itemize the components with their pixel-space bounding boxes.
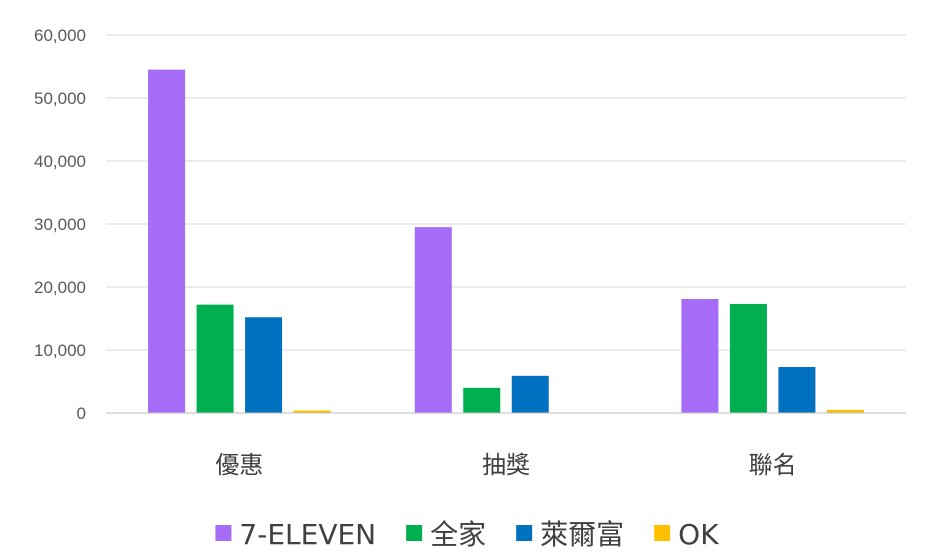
y-axis-tick-labels: 0 10,000 20,000 30,000 40,000 50,000 60,000 [34, 26, 86, 423]
x-category-label: 聯名 [749, 451, 797, 479]
bar-4-3 [826, 409, 864, 413]
bar-1-2 [414, 227, 452, 413]
bar-4-1 [293, 410, 331, 413]
legend-label: OK [678, 518, 719, 551]
bar-2-2 [463, 387, 501, 413]
legend-item: 萊爾富 [516, 518, 624, 551]
legend-swatch [215, 525, 232, 541]
bar-3-1 [245, 317, 283, 413]
legend-label: 7-ELEVEN [239, 518, 376, 551]
legend-swatch [654, 525, 671, 541]
legend-label: 萊爾富 [540, 518, 624, 551]
legend: 7-ELEVEN 全家 萊爾富 OK [215, 518, 719, 551]
y-tick-label: 0 [77, 404, 86, 423]
bar-3-3 [778, 367, 816, 413]
legend-swatch [406, 525, 423, 541]
y-tick-label: 40,000 [34, 152, 86, 171]
gridlines [106, 34, 906, 351]
y-tick-label: 60,000 [34, 26, 86, 45]
legend-label: 全家 [430, 518, 486, 551]
bar-3-2 [511, 375, 549, 413]
legend-item: OK [654, 518, 719, 551]
y-tick-label: 30,000 [34, 215, 86, 234]
bar-2-1 [196, 304, 234, 413]
x-category-label: 優惠 [215, 451, 263, 479]
bars [148, 69, 864, 414]
bar-1-3 [681, 298, 719, 413]
y-tick-label: 50,000 [34, 89, 86, 108]
y-tick-label: 20,000 [34, 278, 86, 297]
x-axis-category-labels: 優惠 抽獎 聯名 [215, 451, 796, 479]
legend-swatch [516, 525, 533, 541]
legend-item: 7-ELEVEN [215, 518, 376, 551]
bar-1-1 [148, 69, 186, 414]
legend-item: 全家 [406, 518, 486, 551]
y-tick-label: 10,000 [34, 341, 86, 360]
bar-2-3 [729, 304, 767, 413]
x-category-label: 抽獎 [482, 451, 530, 479]
